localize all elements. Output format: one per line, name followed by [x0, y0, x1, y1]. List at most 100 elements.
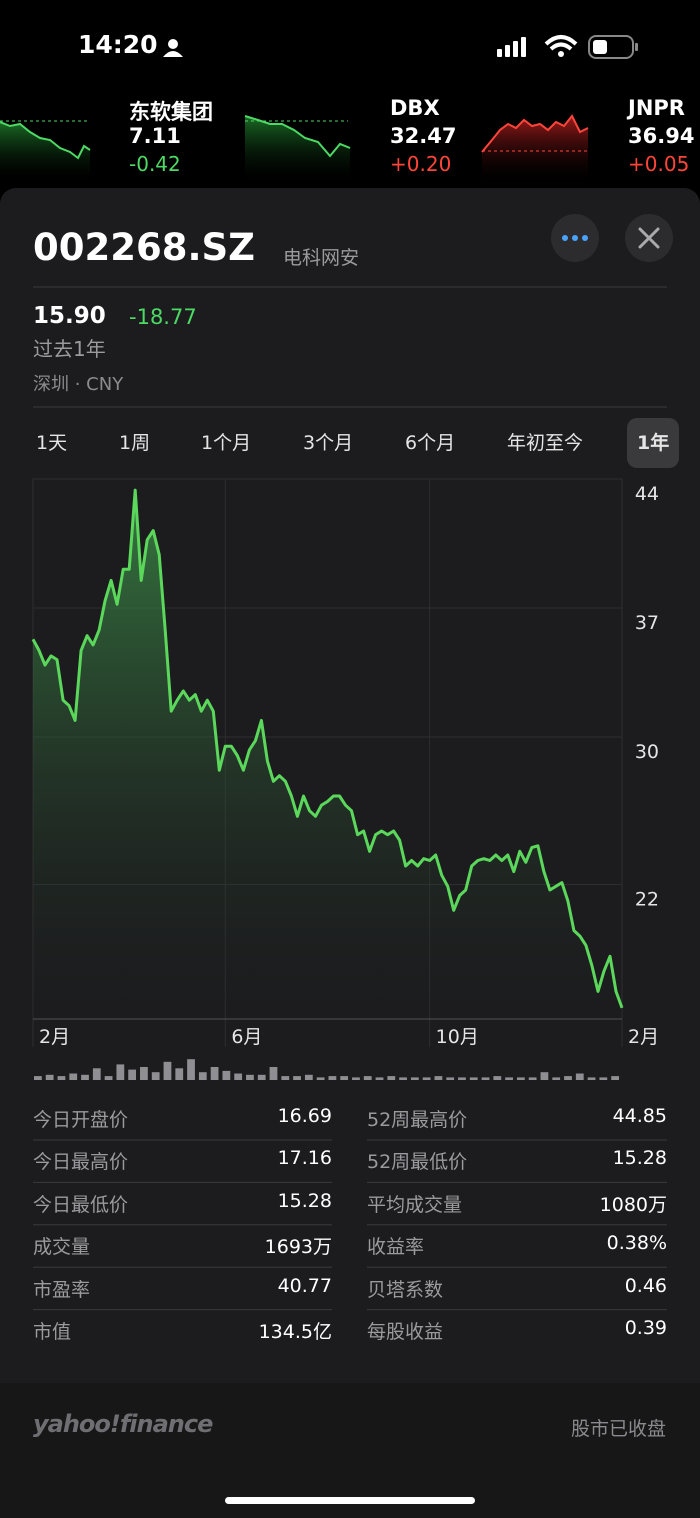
period: 过去1年 — [33, 337, 106, 361]
x-tick-label: 2月 — [628, 1026, 659, 1048]
battery-tip — [635, 43, 638, 51]
battery-icon — [588, 35, 634, 59]
brand-logo: yahoo!finance — [33, 1410, 213, 1438]
volume-bar — [363, 1076, 372, 1080]
volume-bar — [422, 1077, 431, 1080]
range-option[interactable]: 6个月 — [405, 432, 456, 454]
stat-label: 收益率 — [367, 1236, 425, 1259]
stat-value: 1693万 — [264, 1236, 332, 1259]
stat-value: 44.85 — [612, 1105, 667, 1127]
ticker-change: +0.20 — [390, 152, 452, 176]
stat-label: 市盈率 — [33, 1278, 91, 1301]
stat-value: 0.39 — [624, 1317, 667, 1339]
volume-bar — [293, 1076, 301, 1080]
volume-bar — [128, 1069, 137, 1080]
sparkline — [0, 121, 91, 160]
volume-bar — [469, 1077, 478, 1080]
market-status: 股市已收盘 — [570, 1418, 666, 1440]
ticker-price: 7.11 — [129, 124, 181, 148]
ticker-name: DBX — [390, 96, 440, 120]
sparkline-area — [482, 116, 588, 185]
stat-value: 0.38% — [606, 1232, 667, 1255]
volume-bar — [69, 1073, 78, 1080]
volume-bar — [564, 1076, 572, 1080]
volume-bar — [246, 1074, 254, 1080]
volume-bar — [222, 1070, 231, 1080]
volume-bar — [458, 1077, 466, 1080]
exchange: 深圳 · CNY — [33, 374, 124, 395]
stat-value: 15.28 — [277, 1189, 332, 1212]
battery-level — [593, 40, 607, 54]
stat-value: 17.16 — [277, 1147, 332, 1170]
volume-bar — [210, 1067, 219, 1080]
volume-bar — [116, 1064, 125, 1080]
stat-label: 52周最低价 — [367, 1151, 468, 1174]
volume-bar — [316, 1077, 325, 1080]
home-indicator — [225, 1497, 475, 1504]
volume-bar — [481, 1077, 490, 1080]
wifi-dot — [558, 51, 564, 57]
volume-bar — [611, 1076, 619, 1080]
price: 15.90 — [33, 303, 106, 329]
symbol: 002268.SZ — [33, 226, 255, 269]
y-tick-label: 30 — [635, 741, 659, 763]
stat-value: 16.69 — [277, 1105, 332, 1127]
more-dot — [562, 235, 568, 241]
volume-bar — [599, 1077, 608, 1080]
volume-bar — [57, 1076, 66, 1080]
wifi-icon — [544, 35, 578, 51]
status-time: 14:20 — [78, 30, 158, 59]
ticker-name: 东软集团 — [129, 100, 213, 124]
range-option[interactable]: 1个月 — [201, 432, 252, 454]
stat-label: 成交量 — [33, 1236, 91, 1259]
volume-bar — [304, 1074, 313, 1080]
price-line — [31, 488, 624, 1009]
stat-label: 贝塔系数 — [367, 1278, 444, 1301]
person-icon-body — [163, 51, 183, 57]
x-tick-label: 10月 — [436, 1026, 479, 1048]
volume-bar — [104, 1076, 113, 1080]
volume-bar — [446, 1077, 455, 1080]
ticker-change: +0.05 — [628, 152, 690, 176]
stat-value: 40.77 — [277, 1274, 332, 1297]
y-tick-label: 37 — [635, 612, 659, 634]
ticker-price: 36.94 — [628, 124, 695, 148]
volume-bar — [269, 1067, 278, 1080]
company-name: 电科网安 — [283, 247, 360, 269]
volume-bar — [340, 1076, 349, 1080]
close-icon — [638, 227, 660, 249]
stat-label: 52周最高价 — [367, 1109, 468, 1131]
volume-bar — [493, 1076, 502, 1080]
range-option[interactable]: 1周 — [119, 432, 151, 454]
stat-label: 市值 — [33, 1321, 72, 1343]
sparkline-area — [245, 116, 350, 185]
stat-label: 每股收益 — [367, 1321, 444, 1343]
sparkline — [481, 114, 589, 153]
stat-value: 134.5亿 — [258, 1321, 332, 1343]
ticker-price: 32.47 — [390, 124, 457, 148]
area — [33, 490, 622, 1020]
volume-bar — [257, 1074, 266, 1080]
y-tick-label: 22 — [635, 888, 659, 910]
volume-bar — [399, 1077, 407, 1080]
x-tick-label: 2月 — [39, 1026, 70, 1048]
price-change: -18.77 — [129, 305, 197, 329]
volume-bar — [34, 1076, 42, 1080]
volume-bar — [151, 1072, 160, 1080]
volume-bar — [516, 1077, 525, 1080]
stat-label: 今日最低价 — [33, 1193, 129, 1216]
volume-bar — [45, 1074, 54, 1080]
range-option[interactable]: 年初至今 — [507, 432, 584, 454]
volume-bar — [234, 1073, 243, 1080]
volume-bar — [587, 1077, 596, 1080]
range-option[interactable]: 3个月 — [303, 432, 354, 454]
y-tick-label: 44 — [635, 483, 659, 505]
volume-bar — [505, 1077, 513, 1080]
range-option[interactable]: 1年 — [627, 418, 680, 468]
more-dot — [582, 235, 588, 241]
volume-bar — [540, 1072, 549, 1080]
volume-bar — [387, 1076, 396, 1080]
range-option[interactable]: 1天 — [36, 432, 68, 454]
